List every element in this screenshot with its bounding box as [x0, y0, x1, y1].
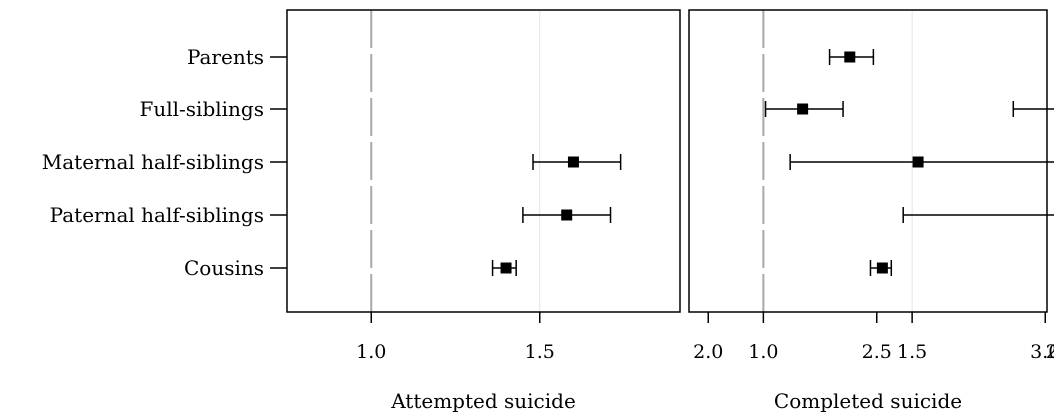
panel-frame [286, 9, 681, 313]
point-estimate [561, 209, 573, 221]
x-tick-label: 1.0 [356, 341, 386, 363]
x-tick-label: 2.5 [862, 341, 892, 363]
x-tick-label: 1.5 [525, 341, 555, 363]
category-label: Maternal half-siblings [42, 150, 264, 174]
category-label: Full-siblings [139, 97, 264, 121]
category-label: Paternal half-siblings [50, 203, 264, 227]
point-estimate [500, 262, 512, 274]
x-tick-label: 1.0 [748, 341, 778, 363]
point-estimate [567, 156, 579, 168]
category-labels: Parents Full-siblings Maternal half-siblin… [42, 45, 287, 280]
x-tick-label: 2.0 [1046, 341, 1054, 363]
category-label: Parents [187, 45, 264, 69]
panel-label: Attempted suicide [390, 389, 576, 413]
x-tick-label: 1.5 [897, 341, 927, 363]
panels: 1.0 1.5 2.0 2.5 3.0 Attempted suicide 1.0 1.5 2.… [286, 9, 1054, 413]
category-label: Cousins [184, 256, 264, 280]
panel-label: Completed suicide [774, 389, 962, 413]
panel: 1.0 1.5 2.0 2.5 3.0 Attempted suicide [286, 9, 1054, 413]
point-estimate [912, 156, 924, 168]
panel: 1.0 1.5 2.0 2.5 3.0 Completed suicide [688, 9, 1054, 413]
x-tick-label: 3.0 [1030, 341, 1054, 363]
point-estimate [797, 103, 809, 115]
point-estimate [876, 262, 888, 274]
panel-frame [688, 9, 1048, 313]
point-estimate [844, 51, 856, 63]
x-tick-label: 2.0 [693, 341, 723, 363]
